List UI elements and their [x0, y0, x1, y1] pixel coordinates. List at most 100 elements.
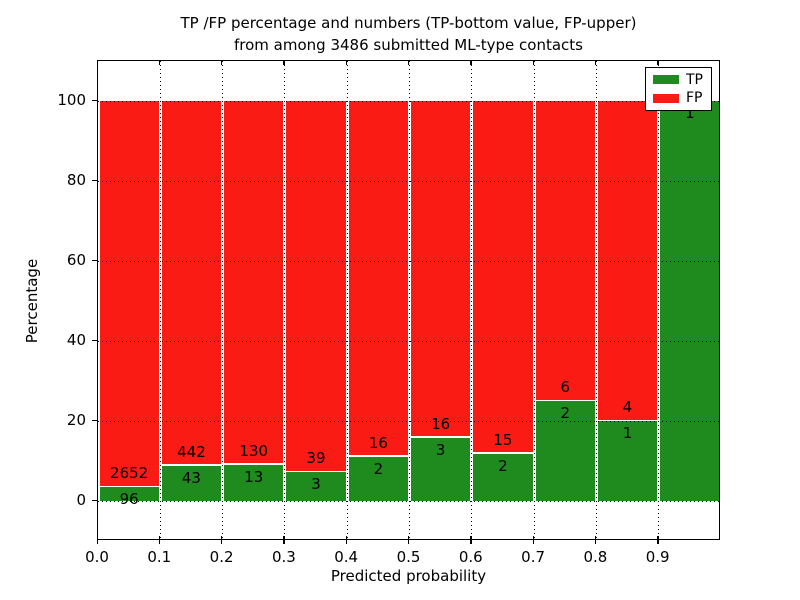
x-tick-label: 0.5 [396, 548, 421, 566]
y-tick [92, 339, 97, 341]
v-gridline [595, 61, 597, 541]
legend-item: TP [646, 72, 711, 88]
x-tick [594, 536, 597, 544]
tp-count-label: 1 [622, 424, 633, 442]
bar-tp-segment [411, 437, 471, 501]
chart-title-line1: TP /FP percentage and numbers (TP-bottom… [180, 14, 637, 32]
legend-label: TP [686, 71, 703, 88]
x-tick-label: 0.8 [583, 548, 608, 566]
y-tick [92, 179, 97, 181]
legend-item: FP [646, 90, 711, 106]
bar-tp-segment [660, 101, 720, 501]
x-tick-top [283, 60, 285, 65]
x-tick [158, 536, 161, 544]
bar-fp-segment [99, 101, 159, 486]
chart-title: TP /FP percentage and numbers (TP-bottom… [97, 12, 720, 56]
tp-count-label: 96 [119, 490, 139, 509]
x-tick-top [532, 60, 534, 65]
x-tick [657, 536, 659, 544]
x-tick-top [221, 60, 223, 65]
tp-count-label: 2 [373, 459, 384, 478]
tp-count-label: 2 [498, 456, 508, 475]
bar-fp-segment [161, 101, 222, 465]
fp-legend-swatch [653, 93, 679, 103]
bar-tp-segment [286, 472, 346, 501]
v-gridline [409, 61, 410, 541]
x-tick [408, 536, 410, 544]
tp-count-label: 2 [560, 404, 571, 422]
x-tick-label: 0.6 [458, 548, 483, 566]
bar-tp-segment [348, 456, 408, 501]
v-gridline [222, 61, 224, 541]
x-tick-label: 0.1 [147, 548, 172, 566]
fp-count-label: 130 [239, 441, 269, 460]
y-tick-label: 60 [66, 251, 86, 269]
x-tick-top [345, 60, 348, 65]
x-tick-top [470, 60, 472, 65]
bar-tp-segment [535, 401, 595, 501]
v-gridline [159, 61, 161, 541]
y-axis-label: Percentage [23, 258, 41, 344]
x-tick [532, 536, 534, 544]
x-tick-label: 0.2 [209, 548, 234, 566]
x-tick-label: 0.4 [334, 548, 359, 566]
x-tick [345, 536, 348, 544]
bar-fp-segment [224, 101, 284, 464]
x-tick [221, 536, 223, 544]
y-tick-label: 0 [76, 491, 86, 509]
bar-tp-segment [224, 464, 284, 501]
legend: TP FP [645, 67, 712, 111]
v-gridline [533, 61, 535, 541]
y-tick [92, 99, 97, 101]
bar-tp-segment [597, 421, 658, 501]
x-tick-top [158, 60, 161, 65]
bar-fp-segment [473, 101, 533, 453]
fp-count-label: 4 [622, 398, 633, 416]
chart-title-line2: from among 3486 submitted ML-type contac… [234, 36, 583, 54]
bar-fp-segment [286, 101, 346, 471]
x-tick-label: 0.0 [85, 548, 109, 566]
tp-legend-swatch [653, 75, 679, 85]
x-tick-top [594, 60, 597, 65]
x-tick [96, 536, 98, 544]
x-tick-top [657, 60, 659, 65]
y-tick [92, 499, 97, 501]
y-tick-label: 20 [66, 411, 86, 429]
plot-area: 2652 96 442 43 130 13 39 3 16 2 16 3 15 2 6 2 4 1 1 [97, 60, 721, 541]
y-tick-label: 100 [57, 91, 86, 109]
fp-count-label: 15 [493, 430, 513, 449]
v-gridline [471, 61, 473, 541]
x-tick-label: 0.7 [521, 548, 546, 566]
legend-label: FP [686, 90, 703, 107]
bar-fp-segment [348, 101, 408, 456]
tp-count-label: 1 [685, 104, 695, 122]
fp-count-label: 442 [177, 442, 206, 461]
fp-count-label: 16 [368, 433, 388, 452]
fp-count-label: 39 [306, 449, 326, 468]
tp-count-label: 43 [181, 468, 201, 487]
bar-fp-segment [535, 101, 595, 400]
bar-fp-segment [597, 101, 658, 420]
fp-count-label: 6 [560, 378, 571, 396]
x-axis-label: Predicted probability [330, 567, 487, 585]
bar-fp-segment [411, 101, 471, 437]
y-tick [92, 419, 97, 421]
x-tick-label: 0.9 [645, 548, 670, 566]
y-tick-label: 40 [66, 331, 86, 349]
tp-count-label: 3 [311, 475, 321, 494]
v-gridline [346, 61, 348, 541]
x-tick-top [408, 60, 410, 65]
x-tick [283, 536, 285, 544]
y-tick-label: 80 [66, 171, 86, 189]
x-tick [470, 536, 472, 544]
bar-tp-segment [99, 487, 159, 501]
tp-count-label: 3 [435, 440, 446, 459]
bar-tp-segment [473, 453, 533, 501]
y-tick [92, 259, 97, 261]
fp-count-label: 2652 [110, 464, 149, 483]
bar-tp-segment [161, 465, 222, 501]
v-gridline [284, 61, 286, 541]
x-tick-label: 0.3 [271, 548, 296, 566]
x-tick-top [96, 60, 98, 65]
